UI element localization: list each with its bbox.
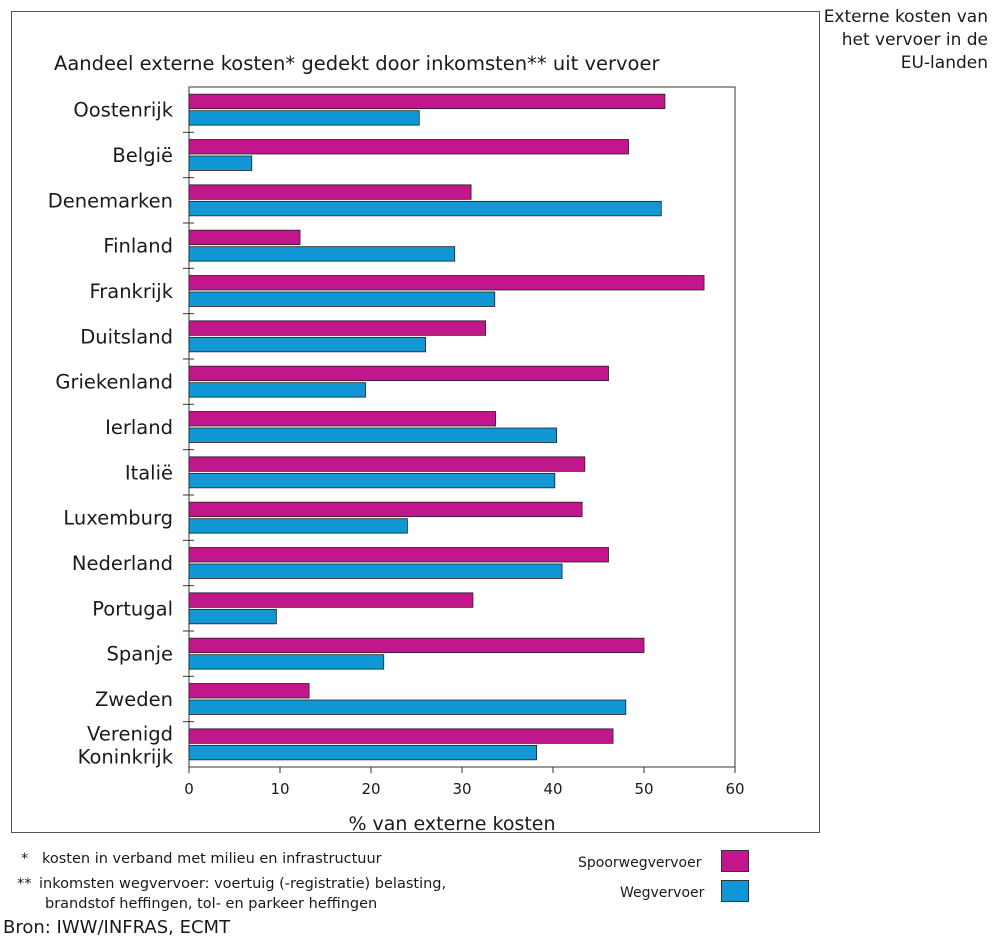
footnote-1-marker: *	[21, 851, 29, 867]
category-label: Italië	[125, 461, 173, 484]
footnote-2-marker: **	[17, 876, 32, 892]
bar-road-denemarken	[188, 200, 662, 217]
x-tick-label: 50	[634, 780, 653, 798]
category-label: België	[112, 144, 173, 167]
x-tick-label: 60	[725, 780, 744, 798]
bar-rail-portugal	[188, 592, 474, 608]
bar-road-verenigd-koninkrijk	[188, 744, 538, 761]
bar-road-nederland	[188, 563, 563, 579]
bar-rail-spanje	[188, 637, 645, 654]
category-label: Griekenland	[55, 371, 173, 394]
bar-rail-frankrijk	[188, 275, 705, 291]
x-tick-label: 10	[270, 780, 289, 798]
bar-road-griekenland	[188, 382, 366, 398]
bar-rail-luxemburg	[188, 501, 583, 518]
category-label: Spanje	[107, 643, 173, 666]
bar-road-italië	[188, 472, 556, 489]
bar-road-finland	[188, 246, 456, 262]
chart-title: Aandeel externe kosten* gedekt door inko…	[54, 52, 660, 75]
legend-label-rail: Spoorwegvervoer	[578, 855, 702, 871]
x-tick-label: 0	[184, 780, 194, 798]
bar-road-zweden	[188, 699, 627, 715]
bar-rail-belgië	[188, 139, 629, 155]
bar-rail-ierland	[188, 411, 497, 427]
legend-swatch-road	[721, 880, 749, 902]
bar-rail-duitsland	[188, 320, 487, 336]
bar-rail-nederland	[188, 547, 609, 563]
source-note: Bron: IWW/INFRAS, ECMT	[3, 917, 231, 938]
bar-road-oostenrijk	[188, 110, 420, 126]
bar-rail-griekenland	[188, 365, 609, 382]
bar-rail-finland	[188, 229, 301, 246]
x-tick-label: 40	[543, 780, 562, 798]
category-label: Luxemburg	[63, 507, 173, 530]
bar-rail-zweden	[188, 683, 310, 699]
category-label: Finland	[103, 235, 173, 258]
bar-road-spanje	[188, 654, 385, 670]
category-label: Zweden	[95, 688, 173, 711]
x-tick-label: 30	[452, 780, 471, 798]
bar-road-portugal	[188, 608, 277, 625]
bar-road-frankrijk	[188, 291, 496, 307]
x-axis-label: % van externe kosten	[348, 813, 555, 835]
x-tick-label: 20	[361, 780, 380, 798]
footnote-2-line1: inkomsten wegvervoer: voertuig (-registr…	[39, 876, 447, 892]
legend-swatch-rail	[721, 850, 749, 872]
bar-rail-denemarken	[188, 184, 472, 200]
category-label: Portugal	[92, 597, 173, 620]
category-label: Ierland	[105, 416, 173, 439]
bar-road-luxemburg	[188, 518, 408, 534]
category-label: Duitsland	[80, 325, 173, 348]
category-label: Nederland	[72, 552, 173, 575]
side-title: Externe kosten van het vervoer in de EU-…	[823, 7, 988, 73]
footnote-1-text: kosten in verband met milieu en infrastr…	[42, 851, 382, 867]
category-label: Oostenrijk	[73, 99, 173, 122]
bar-rail-oostenrijk	[188, 93, 666, 110]
category-label: Frankrijk	[89, 280, 173, 303]
bar-road-duitsland	[188, 336, 427, 353]
footnote-2-line2: brandstof heffingen, tol- en parkeer hef…	[45, 896, 378, 912]
bar-rail-verenigd-koninkrijk	[188, 728, 614, 744]
category-label: Denemarken	[48, 189, 173, 212]
bar-road-ierland	[188, 427, 558, 443]
legend-label-road: Wegvervoer	[620, 885, 705, 901]
bar-rail-italië	[188, 456, 586, 472]
bar-road-belgië	[188, 155, 253, 171]
category-label: Verenigd Koninkrijk	[78, 722, 174, 768]
